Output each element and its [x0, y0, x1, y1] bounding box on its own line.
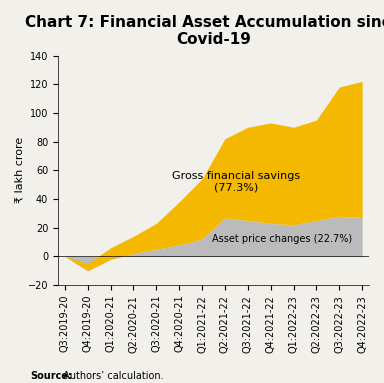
Y-axis label: ₹ lakh crore: ₹ lakh crore	[15, 137, 25, 203]
Text: Source:: Source:	[31, 371, 73, 381]
Text: Asset price changes (22.7%): Asset price changes (22.7%)	[212, 234, 352, 244]
Text: Authors’ calculation.: Authors’ calculation.	[60, 371, 163, 381]
Text: Gross financial savings
(77.3%): Gross financial savings (77.3%)	[172, 171, 300, 193]
Title: Chart 7: Financial Asset Accumulation since
Covid-19: Chart 7: Financial Asset Accumulation si…	[25, 15, 384, 47]
